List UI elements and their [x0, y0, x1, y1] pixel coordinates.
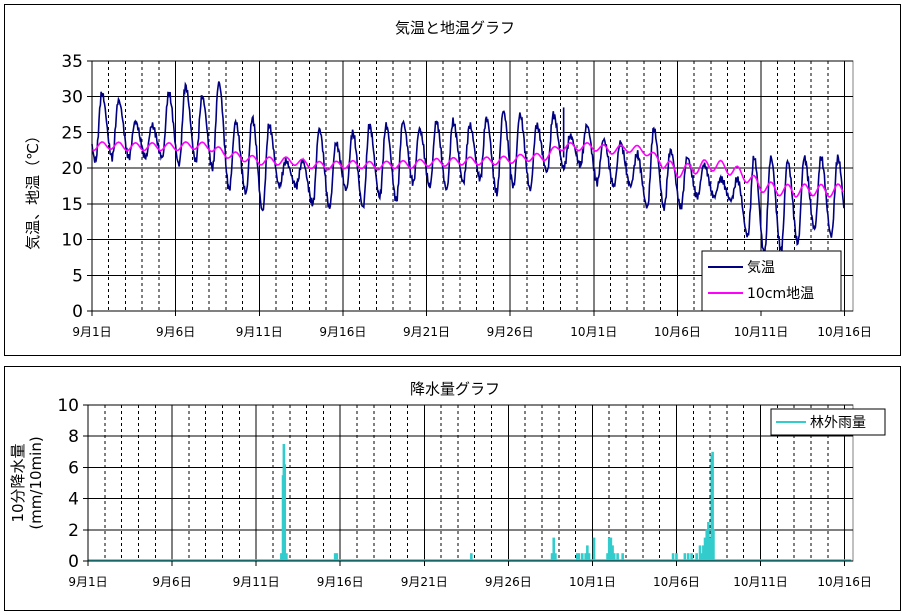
x-tick-label: 9月6日: [156, 325, 195, 339]
rain-bar: [581, 553, 584, 561]
precipitation-chart: 0 2 4 6 8 10 9月1日 9月6日 9月11日 9月16日 9月21日 9月26日 10月1日…: [9, 380, 886, 589]
x-tick-label: 9月21日: [401, 575, 448, 589]
rain-bar: [612, 553, 616, 561]
x-tick-label: 10月1日: [569, 575, 616, 589]
y-tick-label: 10: [61, 231, 83, 251]
rain-bar: [552, 537, 556, 561]
x-tick-label: 9月11日: [236, 325, 283, 339]
y-tick-label: 8: [68, 427, 79, 447]
rain-bar: [698, 545, 702, 561]
y-tick-label: 2: [68, 521, 79, 541]
x-tick-label: 10月6日: [654, 325, 701, 339]
rain-bar: [470, 553, 473, 561]
series-line-air-temp: [91, 81, 845, 258]
precipitation-chart-panel: 0 2 4 6 8 10 9月1日 9月6日 9月11日 9月16日 9月21日 9月26日 10月1日…: [4, 366, 901, 611]
x-tick-label: 9月16日: [319, 325, 366, 339]
temperature-legend: 気温 10cm地温: [701, 250, 842, 312]
rain-bar: [702, 545, 705, 561]
rain-bar: [711, 451, 714, 561]
y-tick-label: 0: [72, 302, 83, 322]
rain-bar: [616, 553, 619, 561]
temperature-chart: 0 5 10 15 20 25 30 35 9月1日 9月6日 9月11日 9月16日 9月21日 9月2…: [24, 19, 872, 339]
plot-area: [87, 404, 854, 562]
rain-bar: [708, 537, 712, 561]
rain-bar: [683, 553, 687, 561]
rain-bar: [686, 553, 690, 561]
rain-bar: [611, 545, 614, 561]
rain-bar: [609, 537, 613, 561]
rain-bar: [607, 537, 611, 561]
legend-air-temp: 気温: [747, 260, 775, 276]
rain-bar: [712, 529, 715, 561]
y-tick-label: 25: [61, 123, 83, 143]
temperature-chart-panel: 0 5 10 15 20 25 30 35 9月1日 9月6日 9月11日 9月16日 9月21日 9月2…: [4, 4, 901, 356]
rain-bar: [554, 553, 557, 561]
rain-bar: [707, 522, 710, 561]
rain-bar: [285, 553, 288, 561]
x-tick-label: 9月16日: [317, 575, 364, 589]
y-tick-label: 0: [68, 552, 79, 572]
rain-bar: [671, 553, 675, 561]
rain-bar: [592, 537, 596, 561]
rain-bar: [675, 553, 678, 561]
rain-bar: [695, 553, 698, 561]
temperature-chart-title: 気温と地温グラフ: [395, 19, 515, 37]
x-tick-label: 10月16日: [817, 325, 872, 339]
x-tick-label: 10月1日: [570, 325, 617, 339]
precipitation-legend: 林外雨量: [770, 408, 886, 436]
y-tick-label: 4: [68, 490, 79, 510]
y-tick-label: 20: [61, 159, 83, 179]
y-tick-label: 6: [68, 458, 79, 478]
rain-bar: [586, 545, 589, 561]
y-tick-label: 15: [61, 195, 83, 215]
precipitation-chart-title: 降水量グラフ: [410, 380, 500, 398]
x-tick-label: 9月21日: [403, 325, 450, 339]
rain-bar: [703, 537, 707, 561]
y-tick-label: 30: [61, 88, 83, 108]
rain-bar: [550, 553, 554, 561]
x-tick-label: 10月6日: [653, 575, 700, 589]
rain-bar: [333, 553, 337, 561]
rain-bar: [280, 553, 283, 561]
rain-bar: [335, 553, 339, 561]
rain-bar: [283, 464, 287, 561]
x-tick-label: 9月1日: [72, 325, 111, 339]
x-tick-label: 9月1日: [68, 575, 107, 589]
series-line-soil-temp: [91, 141, 844, 198]
x-tick-label: 9月11日: [233, 575, 280, 589]
x-tick-label: 10月11日: [734, 325, 789, 339]
precipitation-y-axis-label-line2: (mm/10min): [27, 436, 45, 529]
rain-bar: [705, 529, 709, 561]
rain-bar: [587, 553, 591, 561]
rain-bar: [577, 553, 581, 561]
legend-soil-temp: 10cm地温: [747, 286, 814, 302]
y-tick-label: 35: [61, 52, 83, 72]
rain-bar: [575, 553, 579, 561]
rain-bar: [584, 553, 587, 561]
rain-bar: [606, 553, 609, 561]
legend-rainfall: 林外雨量: [810, 415, 866, 431]
rain-bar: [700, 553, 703, 561]
x-tick-label: 9月26日: [487, 325, 534, 339]
precipitation-y-axis-label-line1: 10分降水量: [9, 443, 27, 522]
x-tick-label: 9月26日: [485, 575, 532, 589]
rain-bar: [621, 553, 624, 561]
rain-bar: [690, 553, 693, 561]
x-tick-label: 10月11日: [733, 575, 788, 589]
y-tick-label: 5: [72, 266, 83, 286]
y-tick-label: 10: [57, 396, 79, 416]
temperature-y-axis-label: 気温、地温（℃）: [24, 128, 42, 250]
x-tick-label: 9月6日: [152, 575, 191, 589]
x-tick-label: 10月16日: [817, 575, 872, 589]
